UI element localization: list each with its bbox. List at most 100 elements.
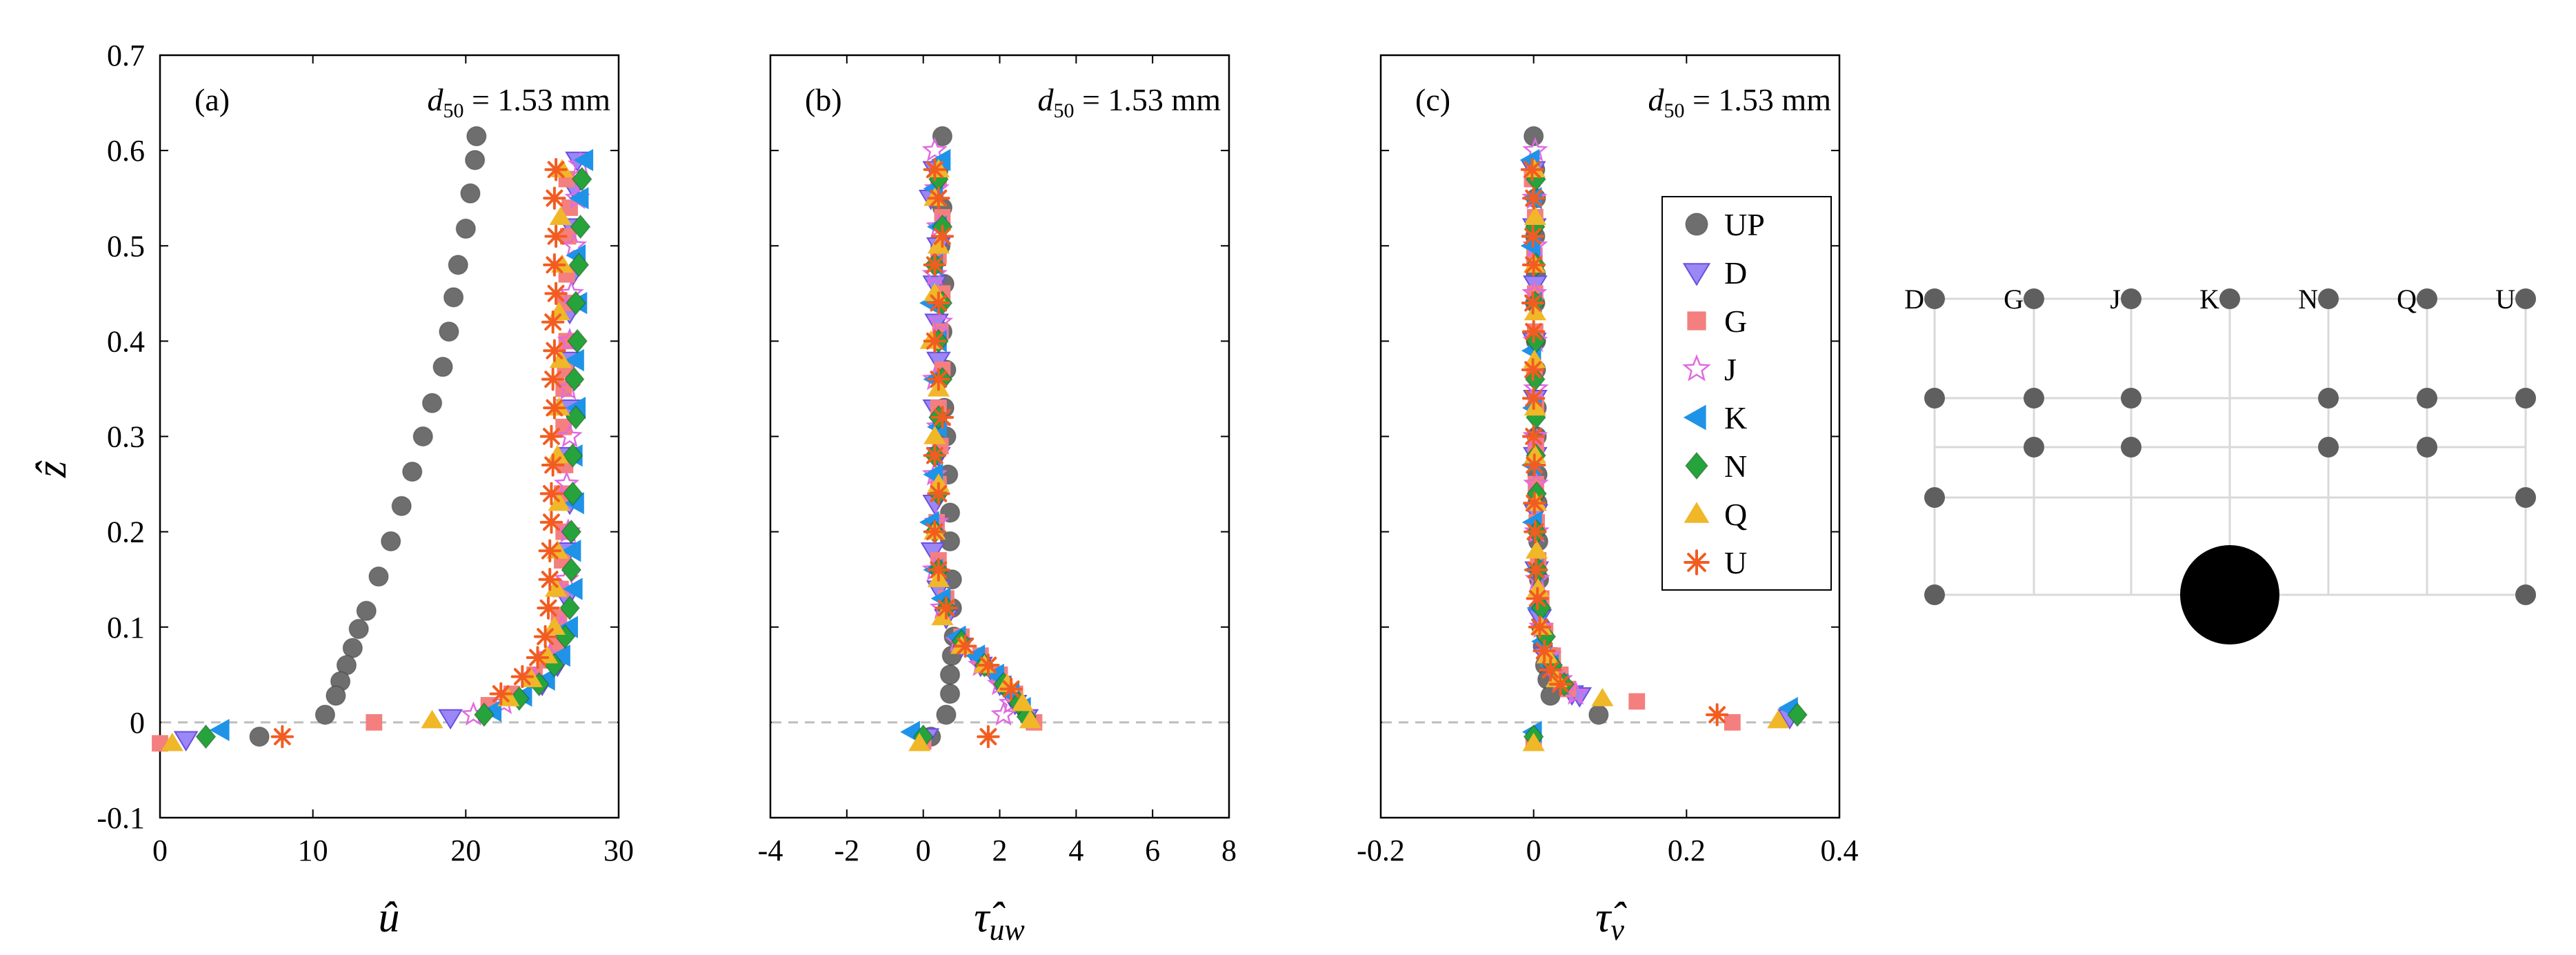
data-point <box>549 206 572 226</box>
data-point <box>939 531 961 552</box>
legend-label-up: UP <box>1724 207 1765 242</box>
data-point <box>1521 186 1546 210</box>
data-point <box>1588 705 1609 725</box>
data-point <box>1521 291 1545 315</box>
measurement-node <box>1924 487 1945 508</box>
data-point <box>249 726 270 747</box>
y-tick-label: 0.4 <box>107 324 145 358</box>
legend-label-q: Q <box>1724 497 1747 532</box>
data-point <box>927 235 950 254</box>
data-point <box>538 539 561 562</box>
legend-label-u: U <box>1724 545 1747 580</box>
measurement-node <box>2024 388 2044 408</box>
data-point <box>539 511 563 534</box>
data-point <box>543 616 566 635</box>
data-point <box>533 624 557 649</box>
x-tick-label: 0.2 <box>1668 834 1706 867</box>
y-tick-label: 0.3 <box>107 420 145 454</box>
tau-subscript: uw <box>989 913 1025 947</box>
data-point <box>1521 358 1545 382</box>
y-axis-label: ẑ <box>28 460 75 478</box>
panel-a-d50-label: d50 = 1.53 mm <box>427 82 610 122</box>
data-point <box>1532 639 1556 662</box>
measurement-node <box>2515 584 2536 605</box>
data-point <box>936 705 957 725</box>
cylinder-obstacle <box>2180 545 2279 644</box>
data-point <box>561 557 582 582</box>
measurement-node <box>2318 288 2339 309</box>
schematic-nodes <box>1924 288 2536 605</box>
schematic-label-u: U <box>2495 284 2515 315</box>
data-point <box>1523 126 1544 147</box>
data-point <box>402 461 423 482</box>
series-u <box>923 158 1023 749</box>
data-point <box>432 356 453 377</box>
legend-label-j: J <box>1724 352 1737 387</box>
data-point <box>1591 687 1614 707</box>
data-point <box>270 725 294 749</box>
data-point <box>1521 253 1546 277</box>
data-point <box>438 709 463 730</box>
d50-symbol: d <box>1648 82 1664 117</box>
panel-c-data <box>1519 126 1808 751</box>
data-point <box>448 255 468 275</box>
data-point <box>561 199 578 216</box>
data-point <box>1523 491 1546 515</box>
data-point <box>550 644 570 667</box>
x-tick-label: 0 <box>916 834 931 867</box>
data-point <box>1523 375 1549 400</box>
y-tick-label: 0.5 <box>107 229 145 263</box>
data-point <box>460 183 481 204</box>
data-point <box>999 677 1023 701</box>
measurement-node <box>2417 388 2437 408</box>
data-point <box>497 687 520 707</box>
d50-symbol: d <box>427 82 443 117</box>
data-point <box>568 187 589 210</box>
x-tick-label: 30 <box>603 834 634 867</box>
legend-marker-u <box>1684 549 1710 575</box>
data-point <box>1521 424 1546 449</box>
data-point <box>554 471 580 495</box>
d50-value: = 1.53 mm <box>463 82 610 117</box>
y-tick-label: 0.7 <box>107 39 145 72</box>
measurement-node <box>1924 388 1945 408</box>
data-point <box>1524 520 1547 544</box>
d50-value: = 1.53 mm <box>1074 82 1221 117</box>
series-n <box>195 166 592 749</box>
data-point <box>473 702 495 727</box>
d50-subscript: 50 <box>443 99 463 122</box>
legend-marker-g <box>1687 311 1706 331</box>
data-point <box>923 520 946 544</box>
data-point <box>939 683 961 705</box>
data-point <box>927 558 950 582</box>
data-point <box>161 732 183 751</box>
panel-b-tag: (b) <box>805 82 842 117</box>
panel-b-x-ticks: -4 -2 0 2 4 6 8 <box>758 55 1237 867</box>
legend-marker-d <box>1682 263 1711 286</box>
panel-a-y-ticks: 0.7 0.6 0.5 0.4 0.3 0.2 0.1 0 -0.1 <box>97 39 619 835</box>
data-point <box>561 540 581 562</box>
y-tick-label: 0 <box>130 706 145 740</box>
data-point <box>561 519 582 544</box>
data-point <box>526 646 550 669</box>
measurement-node <box>2121 437 2141 457</box>
schematic-label-j: J <box>2110 284 2121 315</box>
data-point <box>539 424 563 449</box>
legend-label-k: K <box>1724 400 1747 435</box>
data-point <box>930 406 955 429</box>
data-point <box>927 367 950 391</box>
data-point <box>535 668 555 691</box>
panel-b: -4 -2 0 2 4 6 8 (b) d50 = 1.53 mm τ̂uw <box>758 54 1237 947</box>
data-point <box>380 531 401 552</box>
data-point <box>562 481 583 506</box>
data-point <box>921 137 948 161</box>
x-tick-label: 10 <box>298 834 328 867</box>
data-point <box>1628 693 1646 710</box>
data-point <box>544 282 568 306</box>
data-point <box>1526 587 1549 611</box>
measurement-node <box>2515 288 2536 309</box>
data-point <box>545 578 568 597</box>
legend-label-d: D <box>1724 255 1747 291</box>
